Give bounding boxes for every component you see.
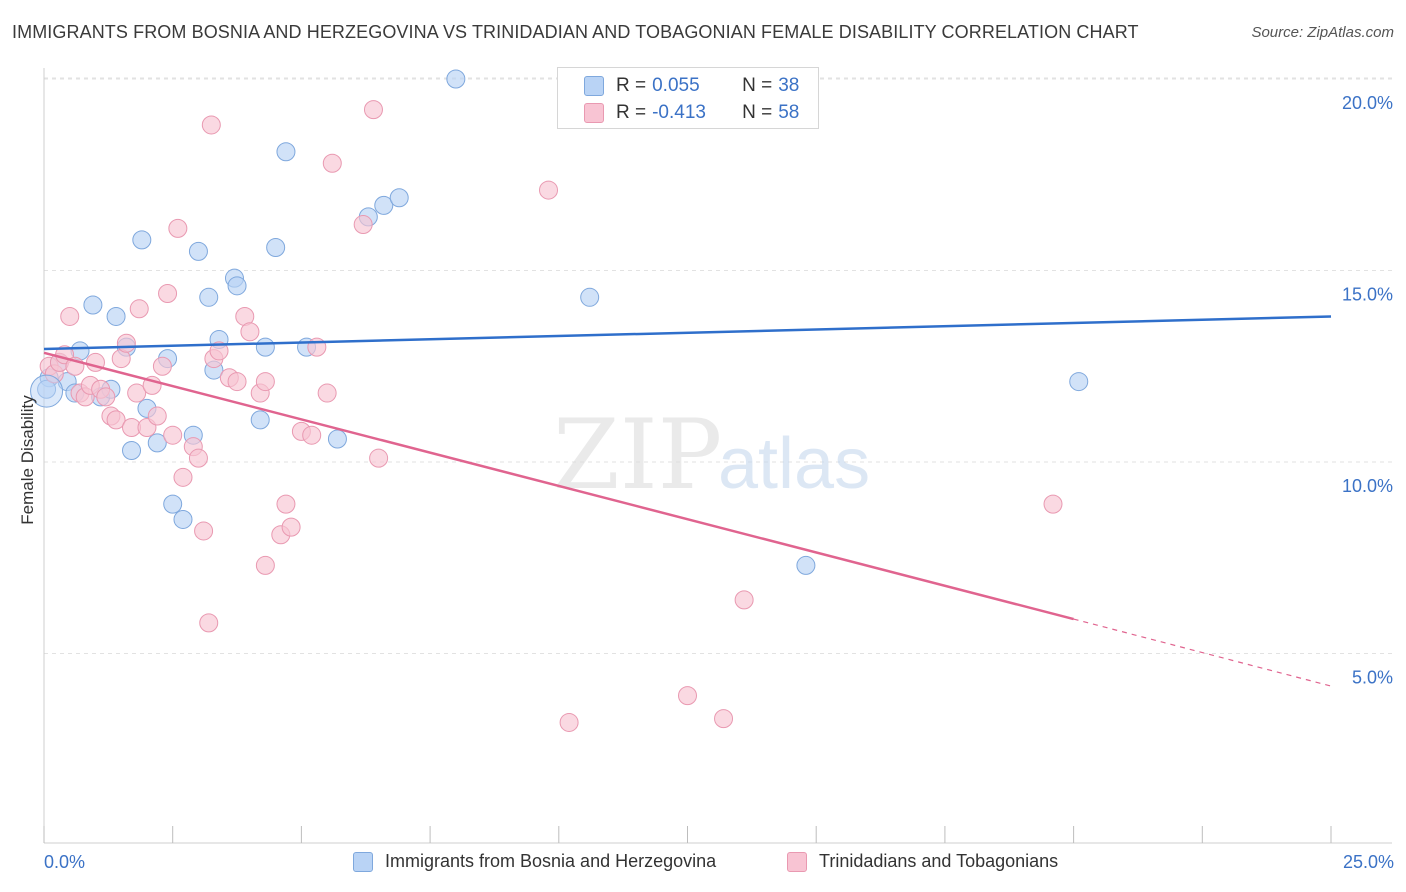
bosnia-point bbox=[122, 441, 142, 461]
trinidad-point bbox=[60, 306, 80, 326]
legend-label-bosnia: Immigrants from Bosnia and Herzegovina bbox=[385, 851, 717, 871]
trinidad-point bbox=[129, 299, 149, 319]
bosnia-point-large bbox=[30, 374, 64, 408]
trinidad-point bbox=[369, 448, 389, 468]
trinidad-legend-swatch bbox=[787, 851, 807, 872]
trinidad-point bbox=[276, 494, 296, 514]
bosnia-point bbox=[327, 429, 347, 449]
x-tick-label-min: 0.0% bbox=[44, 852, 86, 872]
legend-label-trinidad: Trinidadians and Tobagonians bbox=[819, 851, 1059, 871]
trinidad-point bbox=[106, 410, 126, 430]
chart-title: IMMIGRANTS FROM BOSNIA AND HERZEGOVINA V… bbox=[12, 22, 1139, 42]
x-tick-label-max: 25.0% bbox=[1342, 852, 1394, 872]
trinidad-trend-line bbox=[43, 351, 1074, 621]
bosnia-point bbox=[188, 241, 208, 261]
watermark-atlas: atlas bbox=[718, 424, 870, 504]
trinidad-point bbox=[158, 283, 178, 303]
trinidad-point bbox=[281, 517, 301, 537]
trinidad-point bbox=[201, 115, 221, 135]
bosnia-point bbox=[173, 509, 193, 529]
bosnia-point bbox=[163, 494, 183, 514]
trinidad-point bbox=[363, 100, 383, 120]
trinidad-point bbox=[255, 555, 275, 575]
legend-item-trinidad: Trinidadians and Tobagonians bbox=[787, 851, 1058, 872]
trinidad-point bbox=[147, 406, 167, 426]
bosnia-point bbox=[580, 287, 600, 307]
trinidad-point bbox=[322, 153, 342, 173]
r-label: R = bbox=[616, 102, 647, 123]
trinidad-point bbox=[199, 613, 219, 633]
bosnia-n-value: 38 bbox=[778, 75, 800, 96]
trinidad-point bbox=[302, 425, 322, 445]
trinidad-point bbox=[127, 383, 147, 403]
bosnia-point bbox=[147, 433, 167, 453]
bosnia-point bbox=[83, 295, 103, 315]
source-label: Source: ZipAtlas.com bbox=[1251, 24, 1394, 41]
bosnia-legend-swatch bbox=[353, 851, 373, 872]
trinidad-point bbox=[163, 425, 183, 445]
stats-row-trinidad: R = -0.413 N = 58 bbox=[584, 101, 800, 125]
trinidad-n-value: 58 bbox=[778, 102, 800, 123]
stats-legend-box: R = 0.055 N = 38 R = -0.413 N = 58 bbox=[557, 67, 819, 129]
y-axis-label: Female Disability bbox=[18, 395, 37, 525]
bosnia-point bbox=[389, 188, 409, 208]
trinidad-point bbox=[539, 180, 559, 200]
bosnia-point bbox=[132, 230, 152, 250]
trinidad-point bbox=[734, 590, 754, 610]
trinidad-point bbox=[116, 333, 136, 353]
n-label: N = bbox=[742, 102, 773, 123]
trinidad-trend-extension bbox=[1073, 618, 1332, 687]
trinidad-point bbox=[152, 356, 172, 376]
trinidad-point bbox=[353, 215, 373, 235]
bosnia-point bbox=[1069, 372, 1089, 392]
bosnia-point bbox=[227, 276, 247, 296]
trinidad-point bbox=[678, 686, 697, 706]
bosnia-swatch bbox=[584, 76, 604, 96]
trinidad-swatch bbox=[584, 103, 604, 123]
r-label: R = bbox=[616, 75, 647, 96]
trinidad-point bbox=[240, 322, 260, 342]
n-label: N = bbox=[742, 75, 773, 96]
bosnia-point bbox=[276, 142, 296, 162]
trinidad-point bbox=[194, 521, 214, 541]
trinidad-point bbox=[714, 709, 734, 729]
trinidad-point bbox=[317, 383, 337, 403]
trinidad-point bbox=[96, 387, 116, 407]
bosnia-point bbox=[250, 410, 270, 430]
trinidad-point bbox=[1043, 494, 1063, 514]
bosnia-point bbox=[266, 238, 286, 258]
bosnia-point bbox=[796, 555, 816, 575]
trinidad-point bbox=[227, 372, 247, 392]
stats-row-bosnia: R = 0.055 N = 38 bbox=[584, 74, 800, 98]
y-tick-label: 10.0% bbox=[1342, 476, 1393, 496]
bosnia-point bbox=[446, 69, 466, 89]
bosnia-point bbox=[255, 337, 275, 357]
trinidad-point bbox=[559, 712, 579, 732]
bottom-legend: Immigrants from Bosnia and Herzegovina T… bbox=[0, 851, 1406, 877]
bosnia-point bbox=[374, 195, 394, 215]
y-tick-label: 15.0% bbox=[1342, 285, 1393, 305]
bosnia-point bbox=[199, 287, 219, 307]
y-tick-label: 5.0% bbox=[1352, 668, 1393, 688]
trinidad-point bbox=[168, 218, 188, 238]
trinidad-point bbox=[255, 372, 275, 392]
bosnia-r-value: 0.055 bbox=[652, 75, 700, 96]
trinidad-point bbox=[173, 467, 193, 487]
trinidad-r-value: -0.413 bbox=[652, 102, 706, 123]
bosnia-trend-line bbox=[43, 315, 1332, 351]
legend-item-bosnia: Immigrants from Bosnia and Herzegovina bbox=[353, 851, 716, 872]
y-tick-label: 20.0% bbox=[1342, 93, 1393, 113]
trinidad-point bbox=[188, 448, 208, 468]
trinidad-point bbox=[209, 341, 229, 361]
bosnia-point bbox=[106, 306, 126, 326]
watermark-zip: ZIP bbox=[553, 399, 722, 511]
